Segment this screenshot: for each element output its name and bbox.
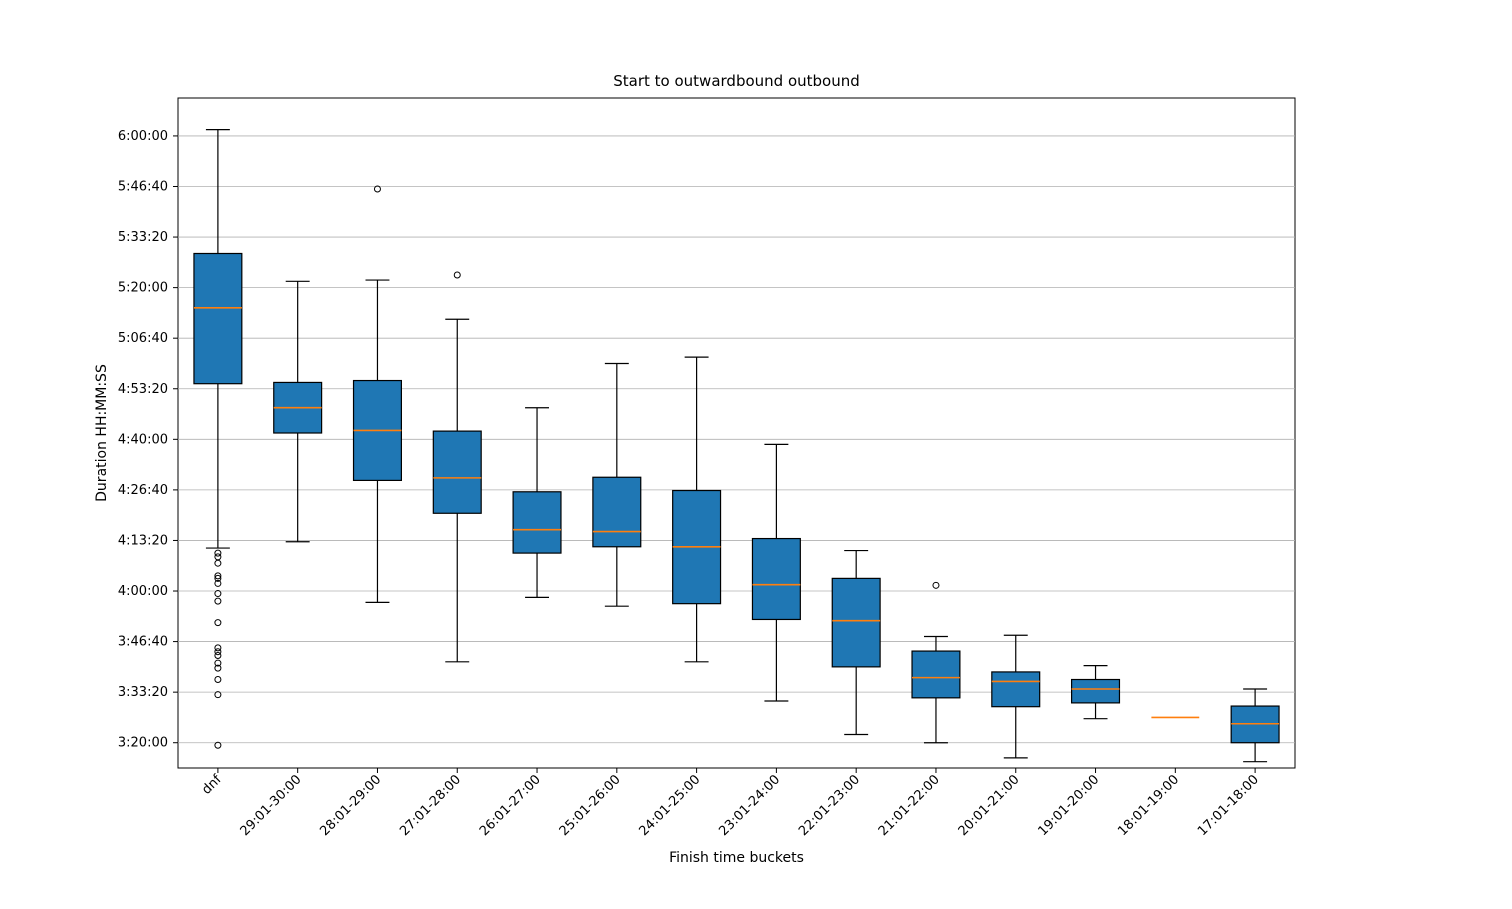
box <box>194 253 242 383</box>
y-tick-label: 3:46:40 <box>118 635 168 650</box>
outlier-marker <box>215 591 221 597</box>
y-tick-label: 4:00:00 <box>118 584 168 599</box>
outlier-marker <box>454 272 460 278</box>
x-tick-label: 19:01-20:00 <box>1035 772 1102 839</box>
outlier-marker <box>215 677 221 683</box>
y-tick-label: 5:46:40 <box>118 179 168 194</box>
y-tick-label: 5:06:40 <box>118 331 168 346</box>
x-tick-label: 26:01-27:00 <box>477 772 544 839</box>
x-tick-label: 17:01-18:00 <box>1195 772 1262 839</box>
y-tick-label: 3:20:00 <box>118 736 168 751</box>
x-tick-label: 27:01-28:00 <box>397 772 464 839</box>
x-tick-label: 18:01-19:00 <box>1115 772 1182 839</box>
y-grid <box>178 136 1295 743</box>
x-tick-label: 21:01-22:00 <box>876 772 943 839</box>
outlier-marker <box>215 560 221 566</box>
x-tick-label: 20:01-21:00 <box>956 772 1023 839</box>
y-tick-label: 4:13:20 <box>118 533 168 548</box>
outlier-marker <box>215 598 221 604</box>
plot-area-border <box>178 98 1295 768</box>
x-tick-label: 24:01-25:00 <box>637 772 704 839</box>
box <box>832 578 880 666</box>
outlier-marker <box>215 652 221 658</box>
box <box>992 672 1040 707</box>
x-tick-label: 25:01-26:00 <box>557 772 624 839</box>
box <box>912 651 960 698</box>
x-axis-label: Finish time buckets <box>669 850 804 866</box>
y-ticks: 3:20:00 3:33:20 3:46:40 4:00:00 4:13:20 4:26:… <box>118 129 178 751</box>
boxplot-chart: 3:20:00 3:33:20 3:46:40 4:00:00 4:13:20 4:26:… <box>0 0 1512 909</box>
y-tick-label: 5:33:20 <box>118 230 168 245</box>
y-tick-label: 4:26:40 <box>118 483 168 498</box>
box <box>433 431 481 513</box>
x-tick-label: 22:01-23:00 <box>796 772 863 839</box>
boxplots <box>194 130 1279 762</box>
outlier-marker <box>215 620 221 626</box>
y-axis-label: Duration HH:MM:SS <box>94 364 110 502</box>
box <box>513 492 561 553</box>
x-ticks: dnf 29:01-30:0028:01-29:0027:01-28:0026:0… <box>199 768 1262 839</box>
outlier-marker <box>215 692 221 698</box>
chart-svg: 3:20:00 3:33:20 3:46:40 4:00:00 4:13:20 4:26:… <box>0 0 1512 909</box>
x-tick-label: 28:01-29:00 <box>317 772 384 839</box>
x-tick-label: dnf <box>199 772 225 798</box>
y-tick-label: 4:40:00 <box>118 432 168 447</box>
outlier-marker <box>215 742 221 748</box>
box <box>752 539 800 620</box>
y-tick-label: 3:33:20 <box>118 685 168 700</box>
x-tick-label: 23:01-24:00 <box>716 772 783 839</box>
y-tick-label: 4:53:20 <box>118 382 168 397</box>
outlier-marker <box>933 582 939 588</box>
box <box>593 477 641 547</box>
outlier-marker <box>215 554 221 560</box>
chart-title: Start to outwardbound outbound <box>613 72 860 90</box>
y-tick-label: 6:00:00 <box>118 129 168 144</box>
x-tick-label: 29:01-30:00 <box>238 772 305 839</box>
box <box>1072 680 1120 703</box>
outlier-marker <box>374 186 380 192</box>
y-tick-label: 5:20:00 <box>118 281 168 296</box>
